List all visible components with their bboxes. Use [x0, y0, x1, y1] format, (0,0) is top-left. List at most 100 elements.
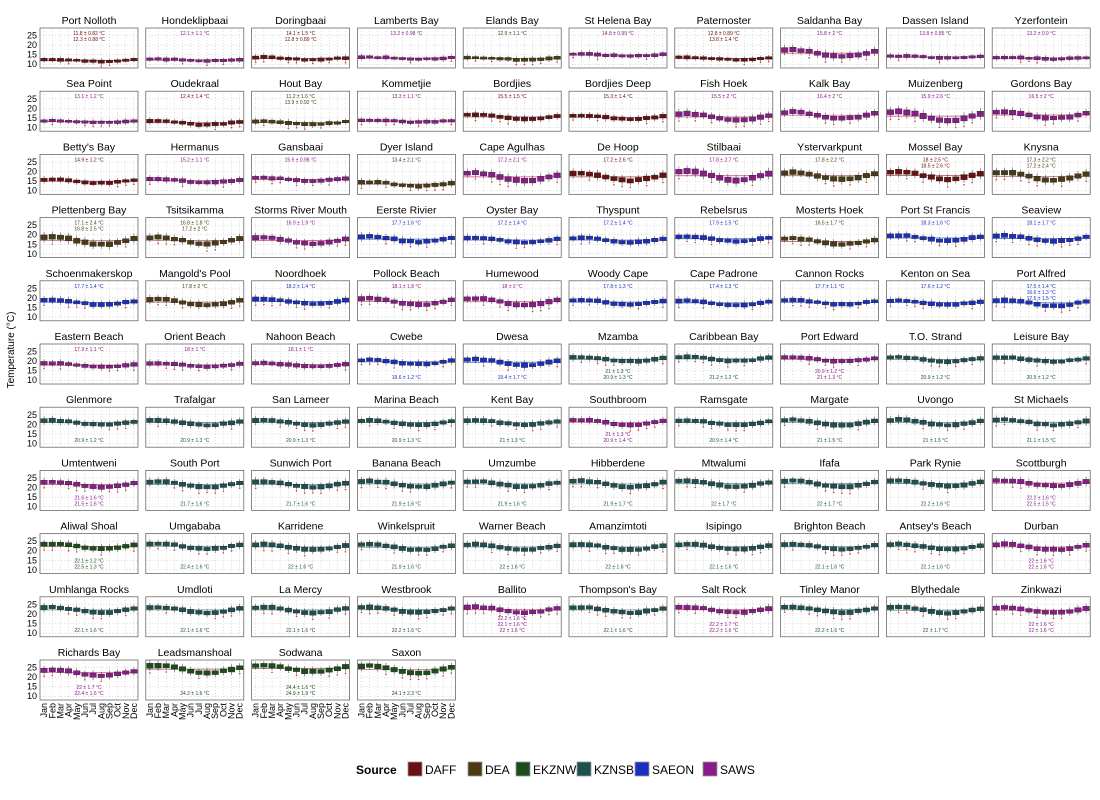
box — [56, 419, 64, 424]
outlier-point — [662, 306, 664, 308]
panel-title: Karridene — [278, 521, 324, 533]
outlier-point — [417, 429, 420, 432]
box — [577, 113, 585, 118]
outlier-point — [206, 553, 208, 555]
box — [382, 606, 390, 611]
box — [553, 236, 561, 241]
box — [463, 112, 471, 117]
box — [317, 301, 325, 306]
panel-frame — [674, 470, 774, 511]
box — [765, 543, 773, 548]
box — [740, 546, 748, 552]
panel-frame — [251, 533, 350, 574]
box — [683, 234, 691, 239]
box — [862, 51, 870, 56]
box — [48, 58, 56, 62]
box — [496, 57, 504, 61]
panel-title: Schoenmakerskop — [46, 268, 133, 280]
box — [1000, 417, 1008, 422]
box — [187, 59, 195, 62]
outlier-point — [735, 126, 737, 128]
outlier-point — [963, 125, 965, 127]
outlier-point — [1044, 310, 1047, 312]
outlier-point — [295, 615, 298, 618]
box — [1000, 478, 1008, 483]
box — [366, 478, 374, 484]
outlier-point — [206, 64, 208, 67]
outlier-point — [963, 552, 965, 555]
outlier-point — [637, 554, 640, 556]
panel-title: Caribbean Bay — [689, 331, 759, 343]
box — [488, 113, 496, 118]
box — [415, 361, 423, 366]
box — [1017, 543, 1025, 548]
box — [919, 173, 927, 178]
outlier-point — [75, 551, 78, 553]
box — [789, 604, 797, 610]
box — [643, 301, 651, 305]
box — [960, 546, 968, 551]
box — [708, 236, 716, 241]
outlier-point — [230, 307, 233, 310]
outlier-point — [271, 182, 273, 185]
outlier-point — [556, 181, 558, 184]
box — [398, 57, 406, 60]
box — [317, 241, 325, 246]
box — [293, 363, 300, 368]
box — [81, 545, 89, 550]
box — [65, 119, 73, 123]
box — [871, 48, 878, 54]
box — [40, 119, 48, 123]
panel-title: Thyspunt — [596, 205, 639, 217]
outlier-point — [450, 612, 453, 615]
box — [252, 176, 260, 180]
box — [488, 605, 496, 611]
panel-annotation: 22.2 ± 1.6 °C — [498, 616, 528, 622]
outlier-point — [539, 309, 542, 312]
outlier-point — [751, 553, 754, 556]
outlier-point — [735, 553, 737, 556]
box — [146, 119, 154, 123]
box — [179, 482, 187, 487]
box — [423, 484, 431, 489]
box — [423, 239, 431, 244]
outlier-point — [531, 310, 534, 313]
box — [683, 418, 691, 423]
box — [805, 543, 813, 548]
box — [659, 52, 667, 56]
box — [643, 483, 651, 489]
outlier-point — [767, 120, 770, 123]
panel-annotation: 16.5 ± 2 °C — [1029, 94, 1054, 100]
outlier-point — [767, 241, 770, 244]
box — [252, 418, 260, 423]
outlier-point — [254, 304, 257, 306]
outlier-point — [759, 551, 762, 554]
box — [398, 609, 406, 614]
box — [504, 301, 512, 307]
outlier-point — [108, 125, 111, 127]
box — [553, 358, 561, 363]
outlier-point — [792, 242, 794, 245]
box — [293, 57, 300, 61]
box — [195, 122, 203, 127]
panel-frame — [145, 27, 245, 69]
box — [398, 421, 406, 427]
box — [781, 298, 789, 303]
box — [504, 176, 512, 182]
panel-frame — [780, 406, 879, 448]
panel-frame — [462, 596, 562, 638]
outlier-point — [946, 185, 949, 188]
box — [154, 541, 162, 546]
box — [1025, 481, 1033, 486]
outlier-point — [1011, 486, 1014, 488]
outlier-point — [1060, 185, 1063, 188]
box — [1009, 418, 1017, 423]
outlier-point — [157, 547, 159, 550]
box — [97, 610, 105, 615]
box — [618, 177, 626, 183]
outlier-point — [312, 430, 314, 432]
box — [276, 480, 284, 486]
